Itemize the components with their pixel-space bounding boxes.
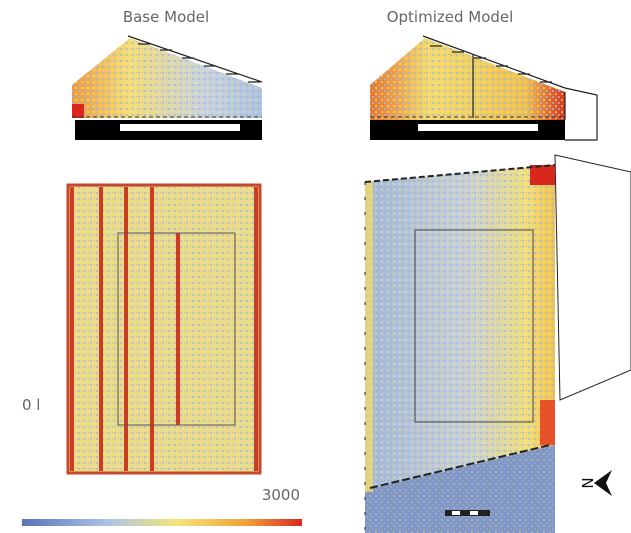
left-title: Base Model (123, 8, 209, 26)
base-plan (68, 185, 260, 473)
base-section (72, 36, 262, 140)
optimized-plan (365, 155, 631, 533)
legend-max: 3000 (262, 486, 300, 504)
figure: Base Model Optimized Model (0, 0, 631, 533)
compass: N (579, 470, 612, 496)
legend-min: 0 l (22, 396, 40, 414)
optimized-section (370, 36, 597, 140)
compass-label: N (579, 477, 597, 488)
right-title: Optimized Model (387, 8, 514, 26)
color-scale (22, 519, 302, 526)
